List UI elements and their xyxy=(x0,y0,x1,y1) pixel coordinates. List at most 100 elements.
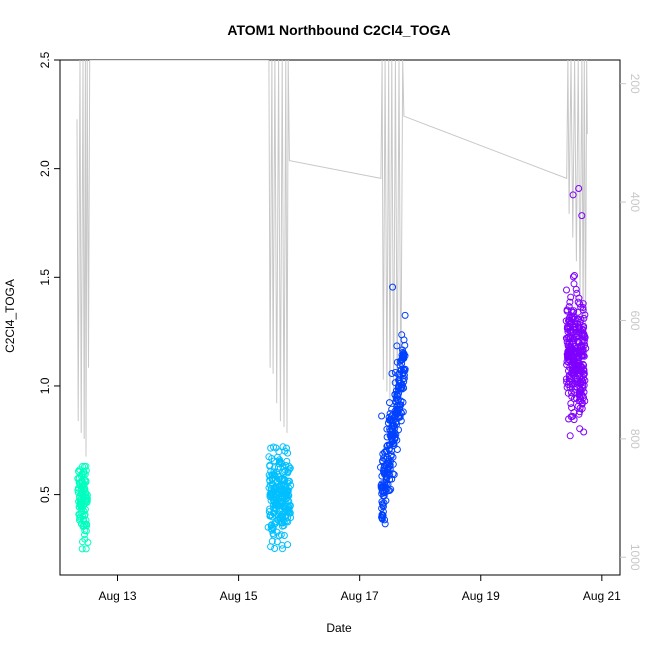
data-point xyxy=(386,487,394,494)
data-point xyxy=(579,384,587,392)
data-point xyxy=(581,397,589,405)
data-point xyxy=(287,481,295,489)
data-point xyxy=(580,314,588,322)
data-point xyxy=(82,467,90,475)
x-tick-label: Aug 19 xyxy=(462,589,500,603)
data-point xyxy=(277,531,285,539)
data-point xyxy=(399,398,407,406)
data-point xyxy=(379,512,387,520)
data-point xyxy=(400,374,408,382)
data-point xyxy=(395,426,402,434)
plot-border xyxy=(59,59,621,576)
data-point xyxy=(580,352,588,360)
y-tick-label: 0.5 xyxy=(38,486,52,503)
data-point xyxy=(284,487,292,495)
y-axis: 0.5 1.0 1.5 2.0 2.5 xyxy=(38,51,60,503)
y-tick-label: 2.0 xyxy=(38,160,52,177)
data-point xyxy=(565,303,573,311)
data-point xyxy=(82,545,90,553)
data-point xyxy=(386,461,394,469)
data-point xyxy=(570,416,578,424)
data-point xyxy=(399,408,407,416)
x-tick-label: Aug 15 xyxy=(220,589,258,603)
data-point xyxy=(580,370,588,378)
data-point xyxy=(282,483,290,491)
data-point xyxy=(389,453,397,461)
data-point xyxy=(382,497,390,505)
data-point xyxy=(283,517,291,525)
data-point xyxy=(389,470,397,478)
data-point xyxy=(83,496,91,504)
data-point xyxy=(79,462,86,470)
y-axis-label: C2Cl4_TOGA xyxy=(3,279,17,353)
data-point xyxy=(381,520,389,528)
x-axis: Aug 13 Aug 15 Aug 17 Aug 19 Aug 21 xyxy=(98,575,621,603)
data-point xyxy=(579,360,587,368)
data-point xyxy=(581,377,589,384)
data-point xyxy=(286,509,294,517)
data-point xyxy=(279,443,287,451)
data-point xyxy=(284,449,292,457)
data-point xyxy=(580,330,588,338)
y2-tick-label: 800 xyxy=(628,429,642,449)
data-point xyxy=(393,391,401,399)
data-point xyxy=(285,492,293,500)
data-point xyxy=(80,507,88,515)
data-point xyxy=(271,545,279,552)
y-tick-label: 2.5 xyxy=(38,51,52,68)
data-point xyxy=(571,272,578,279)
data-point xyxy=(581,334,589,342)
data-point xyxy=(569,273,577,281)
data-point xyxy=(276,457,284,465)
data-point xyxy=(82,462,90,470)
x-tick-label: Aug 21 xyxy=(583,589,621,603)
chart-title: ATOM1 Northbound C2Cl4_TOGA xyxy=(227,22,450,38)
data-point xyxy=(284,541,292,549)
data-point xyxy=(81,531,88,539)
data-point xyxy=(581,341,589,349)
data-point xyxy=(393,446,401,453)
data-point xyxy=(581,311,589,319)
altitude-trace-line xyxy=(76,60,588,457)
data-point xyxy=(580,367,588,375)
data-point xyxy=(570,280,578,288)
data-point xyxy=(400,378,408,386)
data-point xyxy=(401,352,409,360)
data-point xyxy=(576,425,584,433)
data-point xyxy=(580,394,587,402)
data-point xyxy=(286,464,294,472)
data-point xyxy=(575,185,583,192)
data-point xyxy=(273,538,281,546)
data-point xyxy=(572,285,580,293)
data-point xyxy=(81,485,89,493)
data-point xyxy=(285,466,293,474)
data-point xyxy=(569,191,577,199)
data-point xyxy=(576,318,584,326)
data-point xyxy=(283,444,290,452)
x-tick-label: Aug 17 xyxy=(341,589,379,603)
data-point xyxy=(569,412,577,420)
y2-axis: 200 400 600 800 1000 xyxy=(620,74,642,571)
data-point xyxy=(379,508,387,516)
data-point xyxy=(401,367,409,374)
data-point xyxy=(82,527,90,535)
data-point xyxy=(82,477,90,485)
data-point xyxy=(81,511,89,518)
x-tick-label: Aug 13 xyxy=(98,589,136,603)
data-point xyxy=(381,516,389,524)
data-point xyxy=(83,494,91,502)
y2-tick-label: 400 xyxy=(628,192,642,212)
data-point xyxy=(582,344,590,352)
data-point xyxy=(563,307,571,315)
y-tick-label: 1.5 xyxy=(38,269,52,286)
data-point xyxy=(287,514,295,521)
data-point xyxy=(566,432,574,440)
y2-tick-label: 600 xyxy=(628,310,642,330)
data-point xyxy=(380,492,388,500)
x-axis-label: Date xyxy=(326,621,352,635)
data-point xyxy=(401,341,409,349)
data-point xyxy=(393,342,401,350)
data-point xyxy=(397,417,405,425)
data-point xyxy=(579,306,587,314)
